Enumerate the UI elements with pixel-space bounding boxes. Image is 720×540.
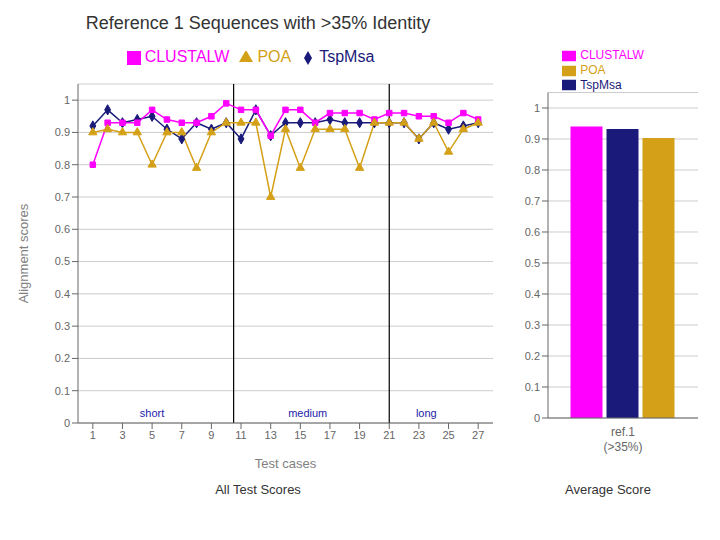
svg-text:0.7: 0.7 bbox=[525, 195, 540, 207]
html-text:All Test Scores: All Test Scores bbox=[215, 482, 301, 497]
svg-text:0.6: 0.6 bbox=[55, 223, 70, 235]
svg-text:0: 0 bbox=[64, 417, 70, 429]
svg-text:0.7: 0.7 bbox=[55, 191, 70, 203]
svg-text:1: 1 bbox=[534, 102, 540, 114]
html-text:POA: POA bbox=[580, 62, 606, 77]
svg-text:9: 9 bbox=[208, 429, 214, 441]
svg-text:19: 19 bbox=[353, 429, 365, 441]
svg-text:0.9: 0.9 bbox=[525, 133, 540, 145]
svg-text:0.5: 0.5 bbox=[55, 255, 70, 267]
svg-text:0.8: 0.8 bbox=[55, 159, 70, 171]
svg-text:0.4: 0.4 bbox=[525, 288, 540, 300]
svg-text:0.8: 0.8 bbox=[525, 164, 540, 176]
html-text:Reference 1 Sequences with >35: Reference 1 Sequences with >35% Identity bbox=[85, 13, 431, 33]
svg-text:7: 7 bbox=[179, 429, 185, 441]
svg-text:0.1: 0.1 bbox=[55, 385, 70, 397]
html-text:CLUSTALW: CLUSTALW bbox=[144, 48, 230, 65]
svg-text:0.9: 0.9 bbox=[55, 126, 70, 138]
svg-text:Test cases: Test cases bbox=[255, 456, 317, 471]
svg-text:1: 1 bbox=[90, 429, 96, 441]
svg-text:0: 0 bbox=[534, 412, 540, 424]
svg-text:0.3: 0.3 bbox=[55, 320, 70, 332]
svg-text:Alignment scores: Alignment scores bbox=[16, 203, 31, 303]
svg-text:long: long bbox=[416, 407, 437, 419]
html-text:TspMsa: TspMsa bbox=[319, 48, 375, 65]
svg-text:ref.1(>35%): ref.1(>35%) bbox=[603, 425, 642, 454]
svg-text:25: 25 bbox=[442, 429, 454, 441]
svg-text:13: 13 bbox=[265, 429, 277, 441]
html-text:Average Score: Average Score bbox=[565, 482, 651, 497]
svg-text:0.2: 0.2 bbox=[55, 352, 70, 364]
svg-text:0.5: 0.5 bbox=[525, 257, 540, 269]
html-text:CLUSTALW: CLUSTALW bbox=[580, 48, 644, 62]
svg-text:1: 1 bbox=[64, 94, 70, 106]
svg-text:17: 17 bbox=[324, 429, 336, 441]
svg-text:5: 5 bbox=[149, 429, 155, 441]
svg-text:11: 11 bbox=[235, 429, 246, 441]
svg-text:0.3: 0.3 bbox=[525, 319, 540, 331]
svg-text:0.2: 0.2 bbox=[525, 350, 540, 362]
svg-text:27: 27 bbox=[472, 429, 484, 441]
svg-text:21: 21 bbox=[383, 429, 395, 441]
svg-text:0.6: 0.6 bbox=[525, 226, 540, 238]
svg-text:3: 3 bbox=[119, 429, 125, 441]
svg-text:23: 23 bbox=[413, 429, 425, 441]
svg-text:0.4: 0.4 bbox=[55, 288, 70, 300]
svg-text:medium: medium bbox=[288, 407, 327, 419]
svg-text:short: short bbox=[140, 407, 164, 419]
html-text:POA: POA bbox=[257, 48, 292, 65]
html-text:TspMsa: TspMsa bbox=[580, 77, 622, 92]
svg-text:15: 15 bbox=[294, 429, 306, 441]
svg-text:0.1: 0.1 bbox=[525, 381, 540, 393]
